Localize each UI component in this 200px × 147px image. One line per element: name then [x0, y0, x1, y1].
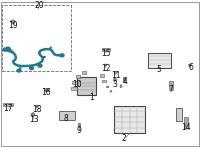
Bar	[44, 87, 49, 91]
Ellipse shape	[36, 105, 38, 107]
Bar	[71, 87, 77, 90]
Ellipse shape	[189, 64, 191, 66]
Bar	[100, 74, 104, 77]
Text: 5: 5	[157, 65, 161, 74]
Circle shape	[38, 64, 42, 67]
Bar	[114, 106, 145, 133]
Text: 13: 13	[29, 115, 39, 124]
Text: 17: 17	[3, 104, 13, 113]
Circle shape	[17, 69, 21, 72]
Text: 6: 6	[189, 63, 193, 72]
Ellipse shape	[104, 64, 107, 66]
Ellipse shape	[11, 20, 15, 24]
Ellipse shape	[114, 78, 116, 81]
Bar	[169, 81, 173, 90]
Text: 18: 18	[32, 105, 42, 114]
Text: 12: 12	[101, 64, 111, 73]
Ellipse shape	[106, 86, 109, 88]
Text: 14: 14	[181, 123, 191, 132]
Bar	[2, 5, 71, 71]
Bar	[148, 52, 171, 68]
Text: 1: 1	[90, 93, 94, 102]
Bar	[82, 71, 86, 74]
Circle shape	[30, 67, 34, 70]
Bar	[123, 77, 125, 82]
Text: 11: 11	[111, 71, 121, 80]
Text: 20: 20	[34, 1, 44, 10]
Bar	[78, 123, 80, 127]
Text: 15: 15	[101, 49, 111, 58]
Circle shape	[3, 48, 7, 51]
Text: 4: 4	[123, 77, 127, 86]
Ellipse shape	[110, 91, 112, 92]
Bar	[72, 81, 76, 84]
Circle shape	[6, 47, 10, 50]
Circle shape	[60, 54, 64, 57]
Text: 8: 8	[64, 114, 68, 123]
Text: 16: 16	[41, 88, 51, 97]
Ellipse shape	[115, 71, 117, 73]
Bar	[76, 77, 96, 95]
Text: 2: 2	[122, 134, 126, 143]
Text: 9: 9	[77, 126, 81, 135]
Text: 3: 3	[113, 80, 117, 88]
Text: 19: 19	[8, 21, 18, 30]
Bar	[184, 117, 188, 128]
Ellipse shape	[31, 113, 35, 117]
Bar	[3, 103, 13, 106]
Bar	[102, 48, 110, 51]
Bar	[176, 108, 182, 121]
Bar	[76, 75, 80, 78]
Bar	[59, 111, 75, 120]
Ellipse shape	[120, 85, 122, 88]
Bar	[102, 80, 106, 82]
Text: 7: 7	[169, 85, 173, 94]
Text: 10: 10	[72, 80, 82, 88]
